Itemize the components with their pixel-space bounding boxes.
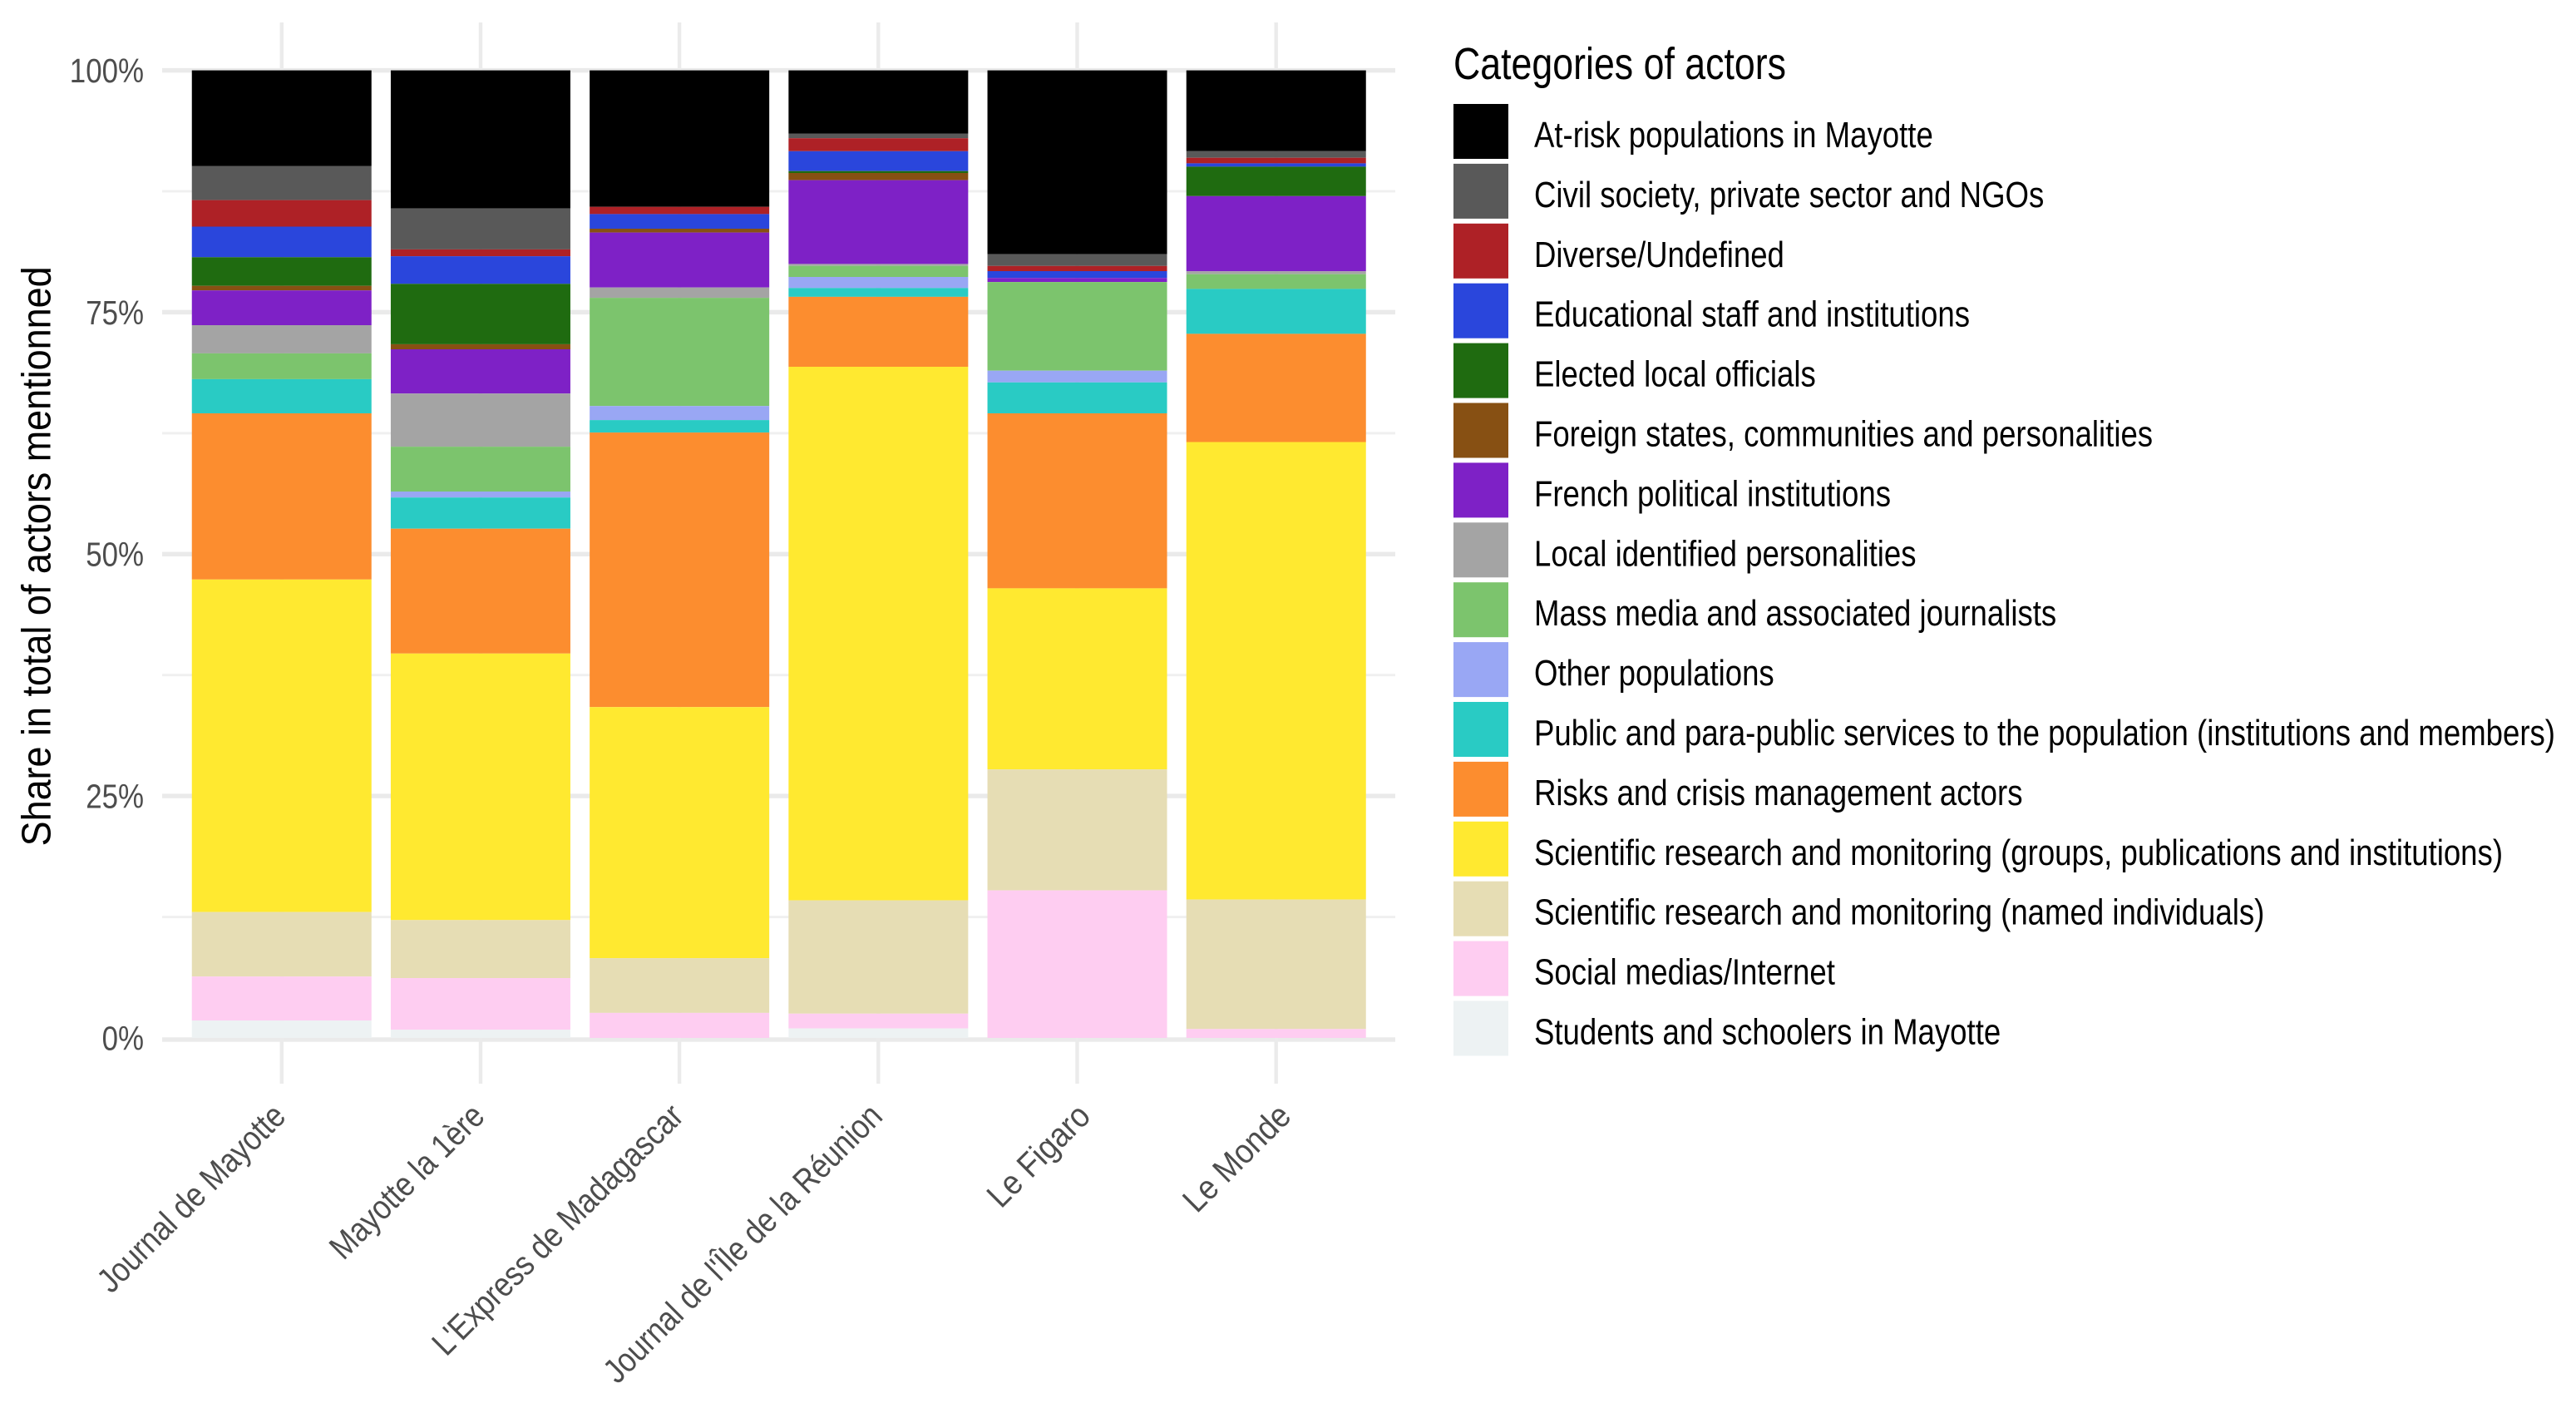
svg-text:Social medias/Internet: Social medias/Internet bbox=[1534, 952, 1835, 993]
svg-text:25%: 25% bbox=[86, 778, 144, 816]
svg-text:100%: 100% bbox=[70, 52, 144, 90]
svg-text:75%: 75% bbox=[86, 294, 144, 332]
svg-text:Local identified personalities: Local identified personalities bbox=[1534, 533, 1917, 574]
svg-text:Diverse/Undefined: Diverse/Undefined bbox=[1534, 235, 1784, 275]
svg-text:Scientific research and monito: Scientific research and monitoring (name… bbox=[1534, 892, 2264, 933]
svg-text:Foreign states, communities an: Foreign states, communities and personal… bbox=[1534, 414, 2153, 455]
svg-text:0%: 0% bbox=[102, 1019, 144, 1057]
svg-text:Categories of actors: Categories of actors bbox=[1453, 39, 1786, 89]
svg-text:Scientific research and monito: Scientific research and monitoring (grou… bbox=[1534, 832, 2503, 873]
svg-text:At-risk populations in Mayotte: At-risk populations in Mayotte bbox=[1534, 115, 1933, 156]
svg-text:50%: 50% bbox=[86, 536, 144, 574]
svg-text:Mass media and associated jour: Mass media and associated journalists bbox=[1534, 593, 2056, 634]
svg-text:Civil society, private sector: Civil society, private sector and NGOs bbox=[1534, 175, 2044, 215]
svg-text:French political institutions: French political institutions bbox=[1534, 473, 1891, 514]
svg-text:Risks and crisis management ac: Risks and crisis management actors bbox=[1534, 773, 2023, 813]
svg-text:Educational staff and institut: Educational staff and institutions bbox=[1534, 294, 1970, 335]
svg-text:Share in total of actors menti: Share in total of actors mentionned bbox=[15, 266, 60, 846]
svg-text:Public and para-public service: Public and para-public services to the p… bbox=[1534, 713, 2555, 753]
svg-text:Other populations: Other populations bbox=[1534, 653, 1774, 694]
svg-text:Elected local officials: Elected local officials bbox=[1534, 354, 1816, 395]
svg-text:Students and schoolers in Mayo: Students and schoolers in Mayotte bbox=[1534, 1012, 2001, 1053]
